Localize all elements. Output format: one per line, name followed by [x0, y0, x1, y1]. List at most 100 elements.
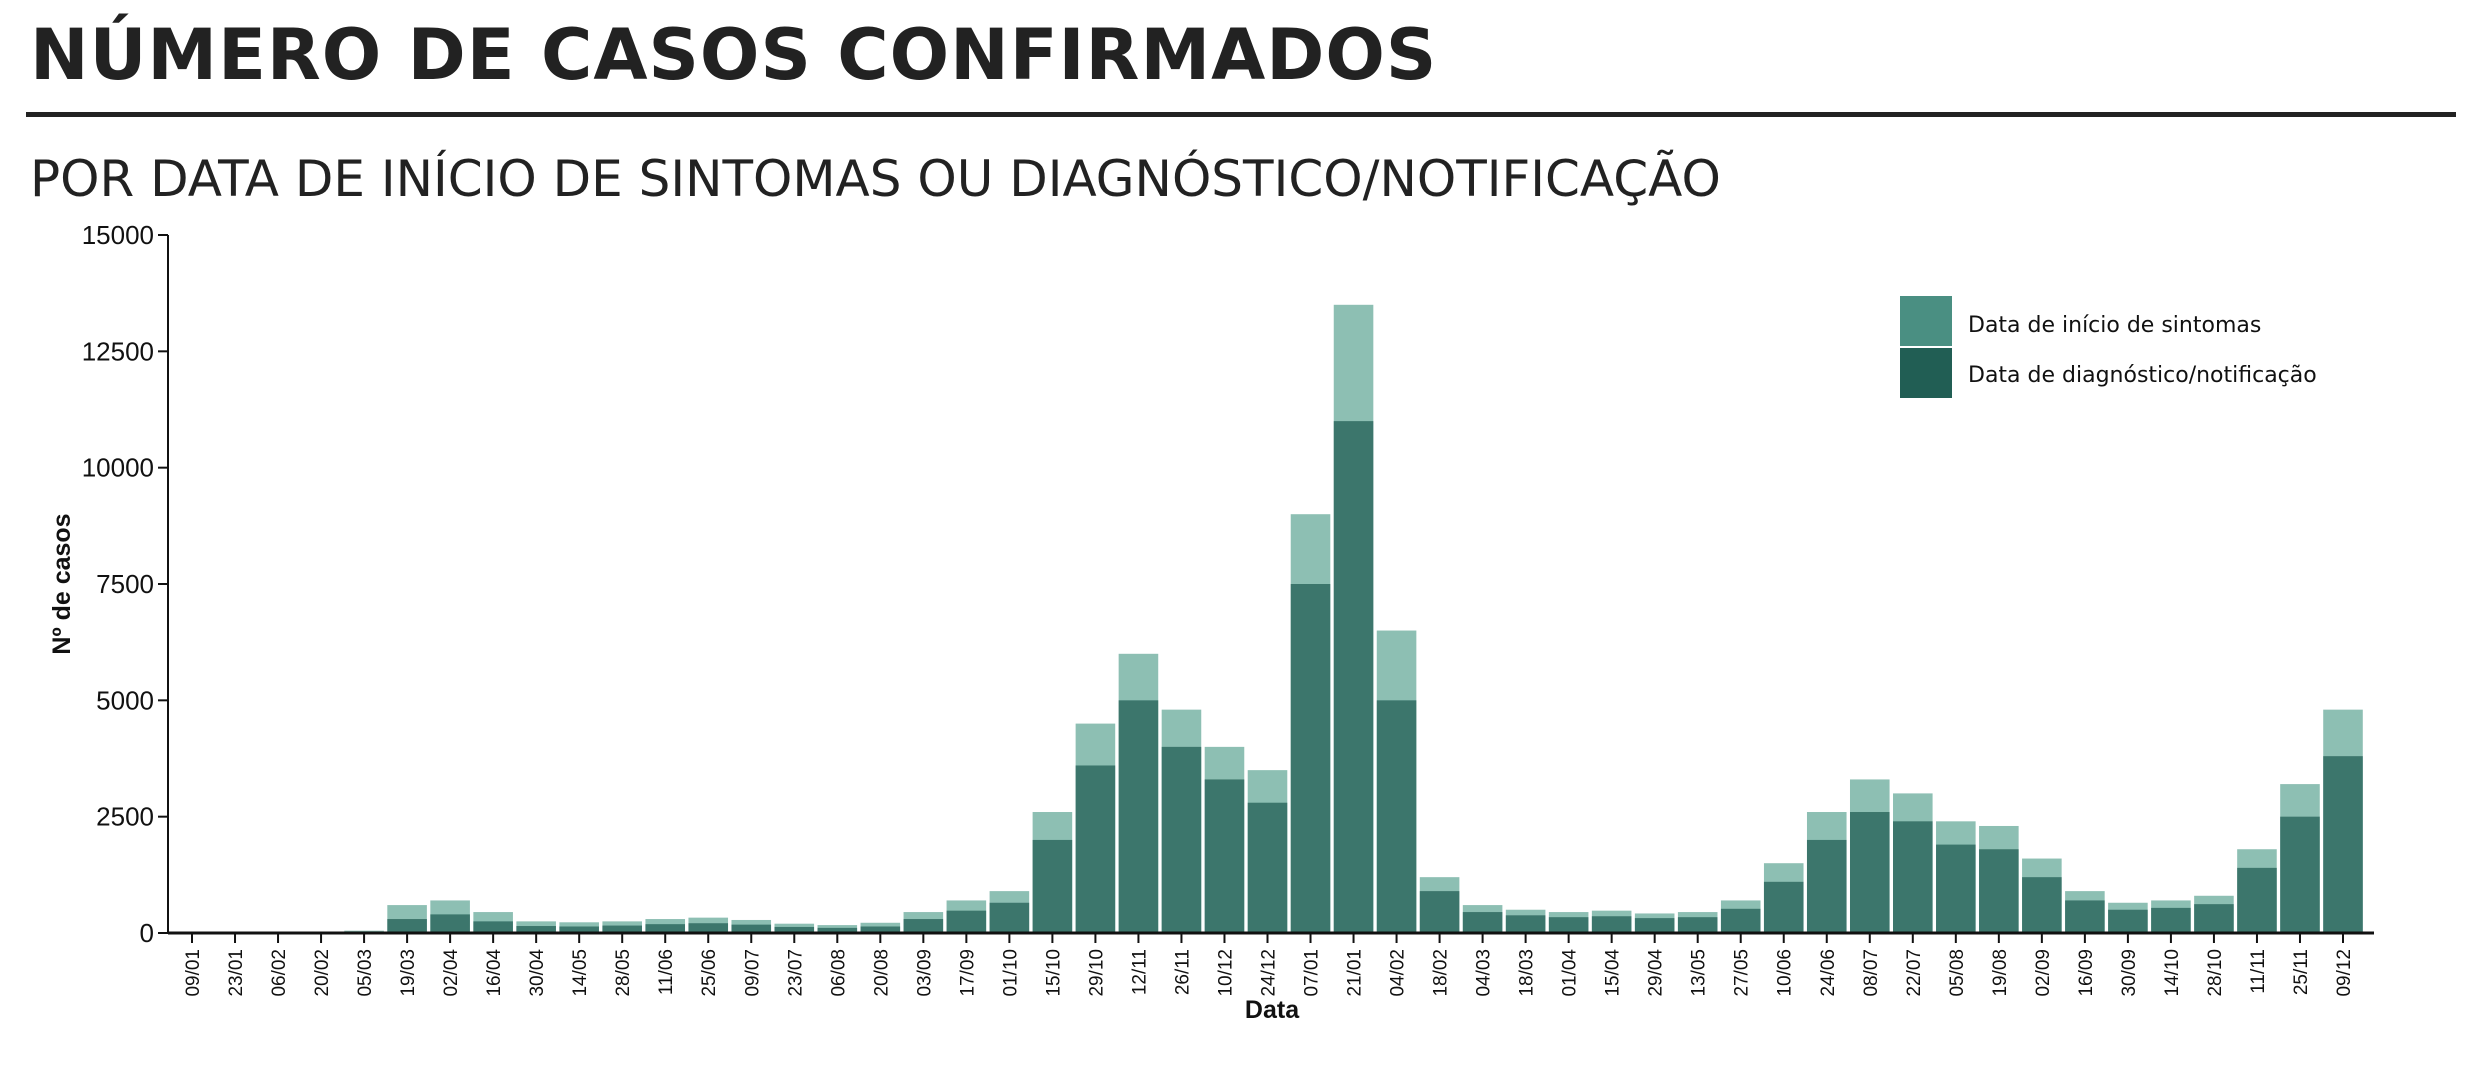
- legend-label-diagnostico: Data de diagnóstico/notificação: [1968, 363, 2317, 388]
- x-axis-label: Data: [1245, 996, 1300, 1024]
- x-tick-label: 16/09: [2076, 949, 2097, 997]
- chart-legend: Data de início de sintomas Data de diagn…: [1900, 296, 2317, 398]
- bar-diagnostico: [1979, 849, 2019, 933]
- legend-swatch-sintomas: [1900, 296, 1952, 346]
- bar-diagnostico: [1505, 915, 1546, 933]
- x-tick-label: 19/03: [398, 949, 419, 997]
- bar-diagnostico: [1720, 908, 1761, 933]
- bar-diagnostico: [1247, 802, 1288, 933]
- x-tick-label: 30/04: [527, 949, 548, 997]
- bar-diagnostico: [903, 919, 944, 933]
- y-tick-label: 12500: [82, 336, 154, 366]
- x-tick-label: 01/10: [1000, 949, 1021, 997]
- chart-subtitle: POR DATA DE INÍCIO DE SINTOMAS OU DIAGNÓ…: [30, 150, 1721, 208]
- legend-label-sintomas: Data de início de sintomas: [1968, 313, 2261, 338]
- x-tick-label: 10/06: [1775, 949, 1796, 997]
- x-tick-label: 02/09: [2033, 949, 2054, 997]
- bar-diagnostico: [602, 925, 642, 933]
- x-tick-label: 24/06: [1818, 949, 1839, 997]
- x-tick-label: 04/02: [1388, 949, 1409, 997]
- x-tick-label: 09/07: [742, 949, 763, 997]
- y-tick-label: 2500: [96, 802, 154, 832]
- x-tick-label: 11/11: [2248, 949, 2269, 994]
- x-tick-label: 13/05: [1689, 949, 1710, 997]
- bar-diagnostico: [1548, 917, 1589, 933]
- bar-diagnostico: [1893, 821, 1933, 933]
- bar-diagnostico: [2194, 904, 2234, 933]
- bar-diagnostico: [1032, 839, 1073, 933]
- bar-diagnostico: [1290, 584, 1331, 933]
- x-tick-label: 12/11: [1129, 949, 1150, 995]
- bar-diagnostico: [774, 926, 815, 933]
- x-tick-label: 15/04: [1603, 949, 1624, 997]
- y-tick-label: 7500: [96, 569, 154, 599]
- bar-diagnostico: [1462, 912, 1503, 933]
- x-tick-label: 24/12: [1259, 949, 1280, 997]
- x-tick-label: 09/12: [2334, 949, 2355, 997]
- x-tick-label: 02/04: [441, 949, 462, 997]
- x-tick-label: 25/11: [2291, 949, 2312, 995]
- bar-diagnostico: [989, 902, 1030, 933]
- bar-diagnostico: [1161, 746, 1202, 933]
- x-tick-label: 18/03: [1517, 949, 1538, 997]
- x-tick-label: 08/07: [1861, 949, 1882, 997]
- x-tick-label: 21/01: [1345, 949, 1366, 997]
- bar-diagnostico: [1806, 839, 1847, 933]
- x-tick-label: 20/08: [871, 949, 892, 997]
- bar-diagnostico: [645, 924, 686, 933]
- x-tick-label: 23/07: [785, 949, 806, 997]
- x-tick-label: 04/03: [1474, 949, 1495, 997]
- bar-diagnostico: [2108, 909, 2148, 933]
- bar-diagnostico: [1118, 700, 1159, 933]
- x-tick-label: 05/08: [1947, 949, 1968, 997]
- bar-diagnostico: [1333, 421, 1374, 933]
- y-tick-label: 10000: [82, 453, 154, 483]
- bar-diagnostico: [559, 926, 599, 933]
- bar-diagnostico: [1763, 881, 1804, 933]
- bar-diagnostico: [2151, 907, 2191, 933]
- x-tick-label: 05/03: [355, 949, 376, 997]
- x-tick-label: 20/02: [312, 949, 333, 997]
- bar-diagnostico: [430, 914, 470, 933]
- bar-diagnostico: [2323, 756, 2363, 933]
- x-tick-label: 27/05: [1732, 949, 1753, 997]
- x-axis-ticks: 09/01 23/01 06/02 20/02 05/03 19/03 02/04 16/04…: [183, 933, 2355, 997]
- y-tick-label: 15000: [82, 220, 154, 250]
- x-tick-label: 18/02: [1431, 949, 1452, 997]
- y-axis-label: Nº de casos: [48, 513, 76, 654]
- bar-diagnostico: [2065, 900, 2105, 933]
- x-tick-label: 14/05: [570, 949, 591, 997]
- bar-diagnostico: [731, 924, 772, 933]
- bar-diagnostico: [473, 921, 513, 933]
- y-axis-ticks: 0 2500 5000 7500 10000 12500 15000: [82, 220, 168, 948]
- legend-swatch-diagnostico: [1900, 348, 1952, 398]
- bar-diagnostico: [1634, 918, 1675, 933]
- x-tick-label: 16/04: [484, 949, 505, 997]
- x-tick-label: 01/04: [1560, 949, 1581, 997]
- x-tick-label: 28/10: [2205, 949, 2226, 997]
- x-tick-label: 15/10: [1043, 949, 1064, 997]
- x-tick-label: 17/09: [957, 949, 978, 997]
- x-tick-label: 10/12: [1215, 949, 1236, 997]
- x-tick-label: 14/10: [2162, 949, 2183, 997]
- bar-diagnostico: [1419, 891, 1460, 933]
- bar-diagnostico: [387, 919, 427, 933]
- bar-diagnostico: [1204, 779, 1245, 933]
- bar-diagnostico: [1936, 844, 1976, 933]
- x-tick-label: 29/10: [1086, 949, 1107, 997]
- x-tick-label: 30/09: [2119, 949, 2140, 997]
- bar-diagnostico: [2022, 877, 2062, 933]
- x-tick-label: 03/09: [914, 949, 935, 997]
- bar-diagnostico: [516, 926, 556, 933]
- bar-diagnostico: [2237, 867, 2277, 933]
- x-tick-label: 22/07: [1904, 949, 1925, 997]
- x-tick-label: 29/04: [1646, 949, 1667, 997]
- bar-diagnostico: [2280, 816, 2320, 933]
- bar-diagnostico: [688, 923, 729, 933]
- bar-diagnostico: [1591, 916, 1632, 933]
- x-tick-label: 23/01: [226, 949, 247, 997]
- bar-diagnostico: [946, 910, 987, 933]
- x-tick-label: 19/08: [1990, 949, 2011, 997]
- bar-diagnostico: [1376, 700, 1417, 933]
